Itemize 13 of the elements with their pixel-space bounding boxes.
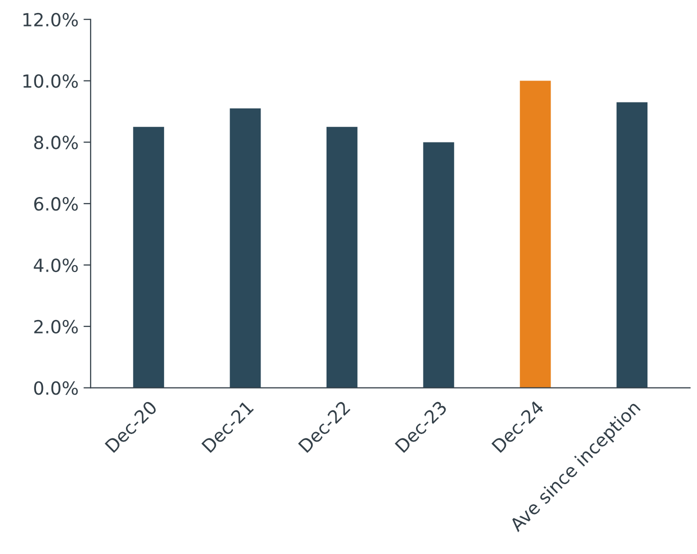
- y-tick-label: 0.0%: [34, 381, 78, 395]
- y-tick-label: 2.0%: [34, 320, 78, 334]
- bar: [423, 142, 454, 388]
- bar: [326, 126, 358, 388]
- y-tick-label: 6.0%: [34, 197, 78, 211]
- bar: [133, 126, 164, 388]
- bar: [520, 80, 551, 388]
- y-tick-label: 10.0%: [23, 74, 78, 88]
- bar: [616, 102, 648, 388]
- y-tick-label: 12.0%: [23, 12, 78, 27]
- bar: [230, 108, 261, 388]
- y-tick-label: 4.0%: [34, 258, 78, 272]
- y-tick-label: 8.0%: [34, 136, 78, 150]
